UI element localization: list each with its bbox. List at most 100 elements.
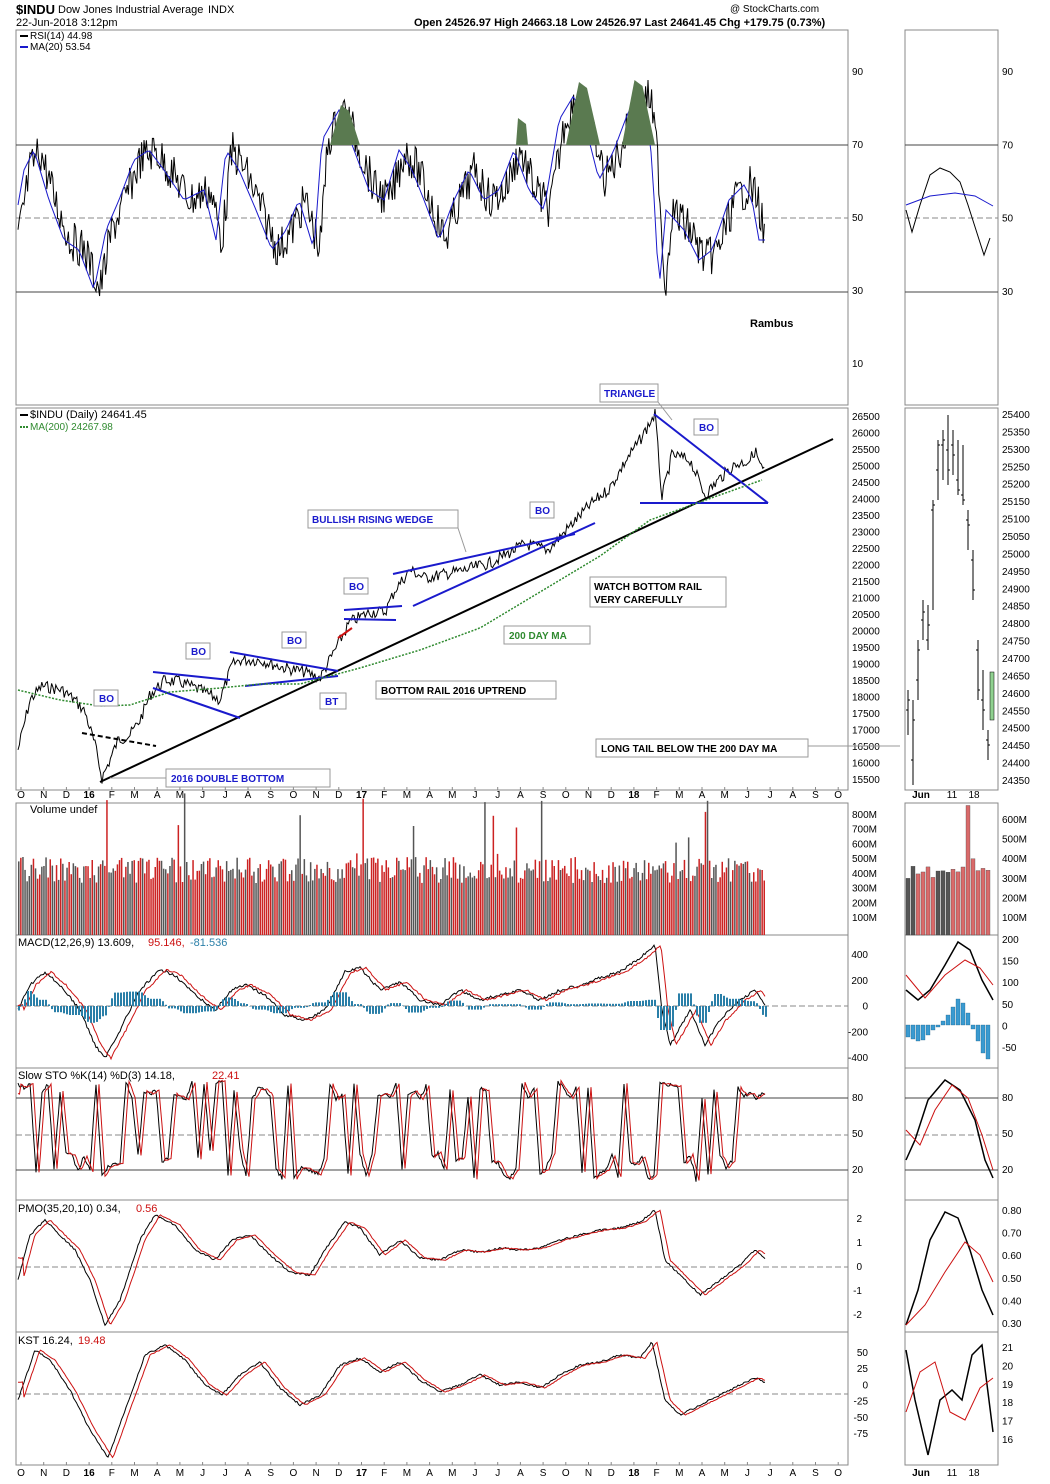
macd-histogram-bar	[663, 1006, 665, 1030]
kst-signal-line	[18, 1341, 766, 1459]
volume-bar	[291, 870, 293, 935]
volume-bar	[461, 882, 463, 935]
macd-histogram-bar	[564, 1003, 566, 1006]
volume-bar	[595, 873, 597, 935]
macd-histogram-bar	[33, 994, 35, 1006]
volume-bar	[616, 881, 618, 935]
sto-panel-right	[904, 1067, 999, 1201]
macd-histogram-bar	[453, 1000, 455, 1006]
macd-histogram-bar	[444, 1004, 446, 1006]
macd-histogram-bar	[117, 992, 119, 1006]
volume-bar	[104, 865, 106, 935]
volume-bar	[736, 864, 738, 935]
volume-bar	[522, 878, 524, 935]
macd-histogram-bar	[540, 1006, 542, 1010]
kst-y-tick: 0	[862, 1380, 868, 1391]
x-axis-label: D	[63, 1468, 70, 1479]
sto-y-right-tick: 50	[1002, 1129, 1014, 1140]
bo-box-1	[93, 689, 119, 707]
bo-text-4: BO	[349, 582, 364, 593]
volume-bar	[200, 864, 203, 935]
volume-bar	[330, 879, 333, 935]
volume-bar	[692, 875, 694, 935]
macd-histogram-bar	[507, 1004, 509, 1006]
volume-bar	[561, 868, 564, 935]
macd-histogram-bar	[735, 998, 737, 1006]
price-y-right-tick: 24900	[1002, 584, 1030, 595]
volume-bar	[179, 866, 182, 935]
volume-bar	[190, 879, 192, 935]
volume-bar	[727, 858, 730, 935]
volume-bar	[671, 875, 673, 935]
volume-bar	[715, 864, 717, 935]
x-axis-label-right: 11	[947, 1468, 958, 1479]
long-tail-box	[595, 738, 809, 758]
volume-bar-right	[905, 878, 911, 936]
volume-bar	[85, 866, 87, 935]
kst-y-right-tick: 17	[1002, 1417, 1014, 1428]
volume-bar	[263, 879, 266, 935]
volume-bar	[681, 870, 684, 935]
volume-bar	[719, 877, 721, 935]
bo-box-4	[343, 577, 369, 595]
volume-bar	[314, 868, 316, 935]
volume-bar	[400, 869, 402, 935]
volume-bar	[43, 866, 45, 935]
volume-y-right-tick: 500M	[1002, 835, 1027, 846]
x-axis-label: J	[223, 790, 228, 801]
bottom-rail-box	[375, 680, 557, 700]
volume-bar	[690, 881, 692, 935]
volume-bar	[606, 877, 608, 935]
volume-bar	[51, 865, 54, 935]
kst-line	[17, 1341, 766, 1458]
volume-bar	[585, 867, 587, 935]
macd-histogram-bar	[576, 1004, 578, 1006]
macd-histogram-bar	[375, 1006, 377, 1014]
volume-bar	[629, 878, 631, 935]
x-axis-label: J	[495, 1468, 500, 1479]
volume-bar	[127, 862, 129, 935]
macd-histogram-bar-right	[980, 1024, 986, 1054]
macd-histogram-bar	[681, 993, 683, 1006]
macd-histogram-bar	[642, 1000, 644, 1006]
macd-histogram-bar	[426, 1006, 428, 1009]
volume-bar	[444, 858, 446, 935]
kst-panel-right	[904, 1331, 999, 1466]
bo-box-6	[693, 418, 719, 436]
price-y-tick: 24000	[852, 495, 880, 506]
volume-bar	[364, 863, 366, 935]
macd-histogram-bar	[333, 992, 335, 1006]
volume-bar	[511, 876, 513, 935]
x-axis-label: A	[517, 790, 524, 801]
macd-histogram-bar	[675, 1006, 677, 1010]
volume-bar	[507, 877, 509, 935]
volume-bar	[423, 865, 425, 935]
macd-histogram-bar	[447, 1001, 449, 1006]
macd-histogram-bar	[657, 1006, 659, 1018]
macd-histogram-bar	[372, 1006, 374, 1014]
x-axis-label: O	[562, 790, 570, 801]
macd-histogram-bar	[609, 1003, 611, 1006]
x-axis-label: O	[562, 1468, 570, 1479]
volume-bar	[76, 867, 79, 935]
volume-bar	[360, 864, 362, 935]
volume-bar	[601, 869, 604, 935]
volume-bar	[356, 853, 358, 935]
x-axis-label: A	[245, 1468, 252, 1479]
price-y-right-tick: 24850	[1002, 602, 1030, 613]
macd-histogram-bar	[348, 996, 350, 1006]
macd-histogram-bar	[627, 1001, 629, 1006]
volume-bar	[501, 874, 503, 935]
macd-histogram-bar	[384, 1006, 386, 1009]
x-axis-label: N	[312, 1468, 319, 1479]
macd-histogram-bar	[363, 1006, 365, 1008]
volume-bar	[167, 873, 169, 935]
volume-bar	[244, 869, 247, 935]
price-y-right-tick: 24700	[1002, 654, 1030, 665]
volume-bar	[759, 869, 761, 935]
macd-histogram-bar-right	[925, 1024, 931, 1036]
macd-histogram-bar	[636, 1001, 638, 1006]
x-axis-label: M	[176, 790, 184, 801]
macd-histogram-bar	[60, 1006, 62, 1013]
macd-histogram-bar	[729, 998, 731, 1006]
